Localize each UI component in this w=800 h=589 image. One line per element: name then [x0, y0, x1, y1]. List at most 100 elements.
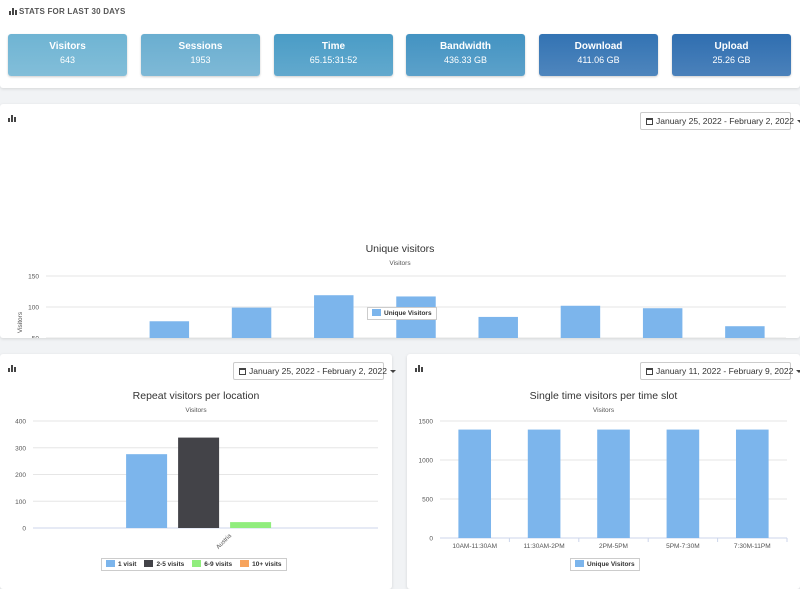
y-tick-label: 0: [429, 536, 433, 543]
y-tick-label: 100: [15, 499, 26, 506]
x-tick-label: Austria: [216, 533, 234, 551]
bar: [314, 295, 354, 338]
stat-value: 65.15:31:52: [309, 55, 358, 65]
stat-value: 436.33 GB: [443, 55, 488, 65]
legend-item[interactable]: 10+ visits: [240, 560, 282, 568]
chart-subtitle: Visitors: [185, 407, 207, 414]
stats-panel: STATS FOR LAST 30 DAYS Visitors 643 Sessi…: [0, 0, 800, 88]
legend-swatch: [575, 560, 584, 567]
legend-swatch: [372, 309, 381, 316]
legend-item[interactable]: 2-5 visits: [144, 560, 185, 568]
stat-label: Sessions: [178, 41, 223, 52]
bar: [478, 316, 518, 338]
unique-visitors-panel: January 25, 2022 - February 2, 2022 Uniq…: [0, 104, 800, 338]
y-tick-label: 300: [15, 445, 26, 452]
calendar-icon: [646, 118, 653, 125]
y-axis-label: Visitors: [17, 311, 24, 333]
bar: [735, 429, 769, 538]
bar: [458, 429, 492, 538]
legend-item[interactable]: 6-9 visits: [192, 560, 233, 568]
calendar-icon: [239, 368, 246, 375]
chart-legend[interactable]: 1 visit 2-5 visits 6-9 visits 10+ visits: [101, 558, 287, 571]
legend-label: Unique Visitors: [587, 561, 635, 568]
stat-card-time[interactable]: Time 65.15:31:52: [274, 34, 393, 76]
x-tick-label: 11:30AM-2PM: [524, 543, 565, 550]
stat-value: 643: [59, 55, 76, 65]
legend-label: 10+ visits: [252, 561, 282, 568]
x-tick-label: 2PM-5PM: [599, 543, 628, 550]
legend-swatch: [106, 560, 115, 567]
legend-swatch: [144, 560, 154, 567]
bar: [126, 454, 168, 528]
legend-swatch: [240, 560, 250, 567]
caret-down-icon: [796, 370, 800, 373]
legend-label: 2-5 visits: [156, 561, 185, 568]
y-tick-label: 500: [422, 497, 433, 504]
chart-title: Single time visitors per time slot: [530, 390, 678, 402]
stat-card-bandwidth[interactable]: Bandwidth 436.33 GB: [406, 34, 525, 76]
legend-label: 6-9 visits: [204, 561, 233, 568]
stat-card-upload[interactable]: Upload 25.26 GB: [672, 34, 791, 76]
y-tick-label: 1500: [419, 419, 434, 426]
bar-chart-icon: [8, 365, 16, 372]
date-range-picker[interactable]: January 11, 2022 - February 9, 2022: [640, 362, 800, 380]
legend-item[interactable]: Unique Visitors: [372, 309, 432, 317]
bar: [230, 522, 272, 528]
legend-label: 1 visit: [118, 561, 137, 568]
stat-label: Upload: [714, 41, 749, 52]
y-tick-label: 200: [15, 472, 26, 479]
bar: [597, 429, 630, 538]
legend-item[interactable]: Unique Visitors: [575, 560, 635, 568]
bar: [560, 305, 601, 338]
y-tick-label: 400: [15, 419, 26, 426]
x-tick-label: 7:30M-11PM: [734, 543, 771, 550]
x-tick-label: 5PM-7:30M: [666, 543, 700, 550]
calendar-icon: [646, 368, 653, 375]
stat-card-download[interactable]: Download 411.06 GB: [539, 34, 658, 76]
caret-down-icon: [796, 120, 800, 123]
bar: [178, 437, 220, 528]
bar: [642, 308, 683, 338]
y-tick-label: 100: [28, 305, 39, 312]
stat-card-visitors[interactable]: Visitors 643: [8, 34, 127, 76]
stat-label: Time: [321, 41, 346, 52]
caret-down-icon: [389, 370, 396, 373]
stat-value: 25.26 GB: [712, 55, 751, 65]
legend-item[interactable]: 1 visit: [106, 560, 137, 568]
y-tick-label: 50: [32, 336, 40, 339]
bar: [725, 326, 765, 338]
chart-legend[interactable]: Unique Visitors: [367, 307, 437, 320]
y-tick-label: 1000: [419, 458, 434, 465]
chart-legend[interactable]: Unique Visitors: [570, 558, 640, 571]
repeat-visitors-panel: January 25, 2022 - February 2, 2022 Repe…: [0, 354, 396, 589]
stat-card-sessions[interactable]: Sessions 1953: [141, 34, 260, 76]
stat-label: Visitors: [49, 41, 86, 52]
legend-swatch: [192, 560, 202, 567]
chart-title: Unique visitors: [366, 243, 435, 255]
bar-chart-icon: [415, 365, 423, 372]
y-tick-label: 150: [28, 274, 39, 281]
chart-subtitle: Visitors: [593, 407, 615, 414]
single-time-visitors-chart: Single time visitors per time slot Visito…: [419, 390, 788, 550]
y-tick-label: 0: [22, 526, 26, 533]
stats-title: STATS FOR LAST 30 DAYS: [9, 7, 126, 16]
date-range-picker[interactable]: January 25, 2022 - February 2, 2022: [640, 112, 800, 130]
bar-chart-icon: [9, 8, 17, 15]
stat-value: 411.06 GB: [577, 55, 620, 65]
legend-label: Unique Visitors: [384, 310, 432, 317]
x-tick-label: 10AM-11:30AM: [452, 543, 497, 550]
stat-value: 1953: [190, 55, 211, 65]
bar: [527, 429, 561, 538]
bar-chart-icon: [8, 115, 16, 122]
chart-subtitle: Visitors: [389, 260, 411, 267]
stat-label: Download: [574, 41, 623, 52]
bar: [666, 429, 700, 538]
bar: [149, 321, 190, 338]
repeat-visitors-chart: Repeat visitors per location Visitors 0 100…: [15, 390, 378, 551]
unique-visitors-chart: Unique visitorsVisitors050100150Visitors…: [17, 243, 786, 339]
chart-title: Repeat visitors per location: [133, 390, 260, 402]
bar: [231, 307, 272, 338]
date-range-picker[interactable]: January 25, 2022 - February 2, 2022: [233, 362, 396, 380]
stat-label: Bandwidth: [439, 41, 492, 52]
single-time-visitors-panel: January 11, 2022 - February 9, 2022 Sing…: [407, 354, 800, 589]
